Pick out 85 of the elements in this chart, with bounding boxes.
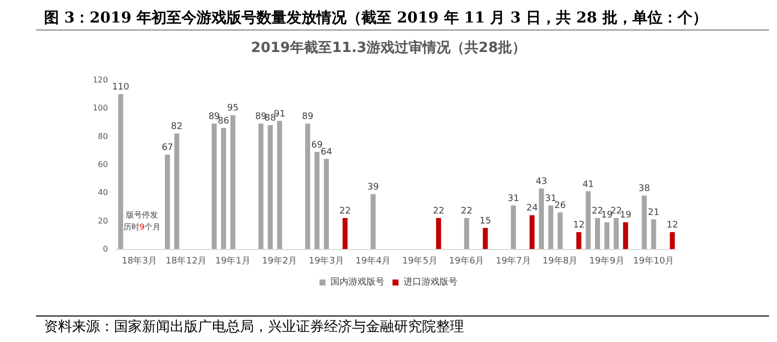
data-label: 89 xyxy=(255,112,267,122)
x-tick-label: 19年7月 xyxy=(496,256,531,266)
text: 资料来源：国家新闻出版广电总局，兴业证券经济与金融研究院整理 xyxy=(44,319,464,335)
chart-title: 图 3：2019 年初至今游戏版号数量发放情况（截至 2019 年 11 月 3 日，共 28 批，单位：个） xyxy=(44,8,708,26)
bar xyxy=(174,134,180,249)
bar xyxy=(464,218,470,249)
data-label: 19 xyxy=(601,210,613,221)
data-label: 67 xyxy=(162,143,174,154)
x-tick-label: 19年4月 xyxy=(356,256,391,266)
data-label: 19 xyxy=(620,210,632,221)
x-tick-label: 19年9月 xyxy=(589,256,624,266)
bar xyxy=(118,94,124,249)
bar xyxy=(277,120,282,249)
data-label: 31 xyxy=(508,194,520,204)
x-tick-label: 18年3月 xyxy=(122,256,157,266)
bar xyxy=(258,124,264,249)
data-label: 110 xyxy=(112,82,130,93)
bar xyxy=(548,205,554,249)
bar xyxy=(482,228,488,249)
bar xyxy=(642,195,647,249)
data-label: 95 xyxy=(227,104,239,114)
annotation: 历时9个月 xyxy=(123,222,161,232)
x-tick-label: 19年10月 xyxy=(633,256,674,266)
data-label: 21 xyxy=(648,208,660,218)
bar xyxy=(212,124,217,249)
data-label: 24 xyxy=(526,204,538,214)
data-label: 22 xyxy=(592,206,604,217)
y-tick-label: 120 xyxy=(92,76,108,84)
bar xyxy=(558,212,563,249)
data-label: 41 xyxy=(582,180,594,190)
legend-label: 国内游戏版号 xyxy=(330,276,384,288)
data-label: 12 xyxy=(666,220,678,231)
data-label: 12 xyxy=(573,220,585,231)
data-label: 26 xyxy=(554,200,566,211)
data-label: 31 xyxy=(545,194,556,204)
data-label: 86 xyxy=(218,116,230,126)
bar xyxy=(436,218,442,249)
data-label: 22 xyxy=(460,206,472,217)
bar xyxy=(370,194,376,249)
data-label: 22 xyxy=(432,206,444,217)
data-label: 39 xyxy=(367,182,380,193)
bar xyxy=(604,222,610,249)
data-label: 43 xyxy=(536,176,548,187)
bar xyxy=(651,219,656,249)
data-label: 64 xyxy=(320,147,332,158)
y-tick-label: 40 xyxy=(98,188,108,198)
bar xyxy=(324,158,329,249)
y-tick-label: 80 xyxy=(98,132,108,141)
bar xyxy=(623,222,628,249)
bar xyxy=(342,218,348,249)
data-label: 89 xyxy=(302,112,314,122)
y-tick-label: 0 xyxy=(102,244,108,254)
data-label: 22 xyxy=(610,206,622,217)
bar xyxy=(268,125,273,249)
bar xyxy=(670,232,675,249)
x-tick-label: 19年8月 xyxy=(542,256,578,266)
x-tick-label: 19年1月 xyxy=(215,256,250,266)
bar xyxy=(314,152,320,249)
y-tick-label: 60 xyxy=(98,160,108,169)
bar xyxy=(530,215,535,249)
data-label: 38 xyxy=(638,184,650,194)
y-tick-label: 20 xyxy=(98,216,108,226)
chart-subtitle: 2019年截至11.3游戏过审情况（共28批） xyxy=(251,39,526,56)
annotation: 版号停发 xyxy=(126,210,158,220)
data-label: 88 xyxy=(264,114,276,124)
x-tick-label: 19年3月 xyxy=(308,256,344,266)
bar xyxy=(614,218,619,249)
x-tick-label: 19年2月 xyxy=(262,256,298,266)
y-tick-label: 100 xyxy=(92,104,108,113)
bar xyxy=(510,205,516,249)
bar xyxy=(230,115,236,249)
bar xyxy=(221,128,226,249)
data-label: 15 xyxy=(480,216,492,226)
x-tick-label: 19年6月 xyxy=(449,256,484,266)
bar xyxy=(595,218,600,249)
x-tick-label: 19年5月 xyxy=(402,256,438,266)
x-tick-label: 18年12月 xyxy=(166,256,207,266)
bar xyxy=(538,188,544,249)
bar xyxy=(305,124,310,249)
data-label: 22 xyxy=(339,206,351,217)
bar xyxy=(164,154,170,249)
bar xyxy=(586,191,591,249)
legend-label: 进口游戏版号 xyxy=(404,276,458,288)
data-label: 82 xyxy=(171,122,182,132)
bar xyxy=(576,232,582,249)
